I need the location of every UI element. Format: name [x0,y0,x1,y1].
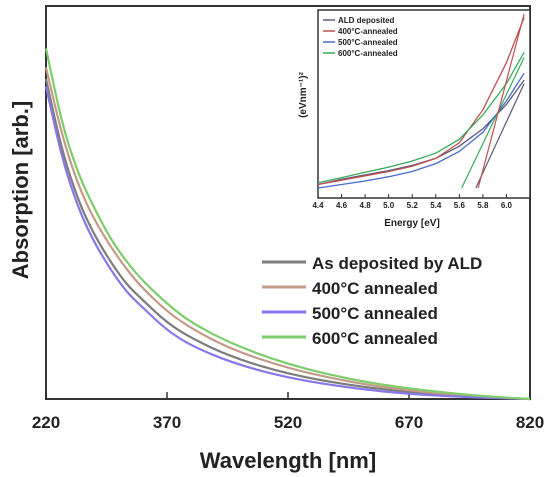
inset-series-group [318,13,525,189]
legend-label-2: 500°C annealed [312,304,438,323]
main-series-line-2 [44,86,531,401]
inset-series-line-2 [318,72,525,189]
main-series-group [44,48,531,401]
inset-x-tick-label: 4.6 [336,201,348,210]
main-x-tick-label: 220 [32,413,60,432]
inset-legend-label-1: 400°C-annealed [338,27,398,36]
main-series-line-1 [44,67,531,401]
main-series-line-0 [44,78,531,401]
inset-x-tick-label: 5.2 [407,201,419,210]
legend-label-1: 400°C annealed [312,279,438,298]
main-x-tick-label: 820 [516,413,544,432]
main-x-tick-label: 370 [153,413,181,432]
inset-legend-label-0: ALD deposited [338,16,395,25]
inset-x-ticks: 4.4 4.6 4.8 5.0 5.2 5.4 5.6 5.8 6.0 [312,194,513,210]
legend-label-0: As deposited by ALD [312,254,482,273]
inset-y-axis-title: (eVnm⁻¹)² [298,71,309,118]
legend-label-3: 600°C annealed [312,329,438,348]
inset-fit-line-1 [475,83,525,189]
inset-x-tick-label: 5.4 [430,201,442,210]
inset-series-line-3 [318,51,525,184]
main-x-ticks: 220 370 520 670 820 [32,392,544,432]
inset-fit-line-0 [461,57,525,189]
inset-legend-label-2: 500°C-annealed [338,38,398,47]
main-series-line-3 [44,48,531,401]
main-x-tick-label: 520 [274,413,302,432]
inset-x-tick-label: 5.0 [383,201,395,210]
main-x-tick-label: 670 [395,413,423,432]
inset-x-tick-label: 5.6 [454,201,466,210]
inset-x-tick-label: 5.8 [477,201,489,210]
inset-x-tick-label: 4.4 [312,201,324,210]
main-x-axis-title: Wavelength [nm] [200,448,376,473]
main-legend: As deposited by ALD 400°C annealed 500°C… [262,254,482,348]
inset-x-tick-label: 6.0 [501,201,513,210]
inset-fit-line-2 [477,13,525,189]
inset-legend: ALD deposited 400°C-annealed 500°C-annea… [323,16,398,58]
inset-legend-label-3: 600°C-annealed [338,49,398,58]
inset-series-line-1 [318,17,525,186]
inset-plot-frame [317,9,531,199]
inset-x-axis-title: Energy [eV] [384,218,440,229]
inset-x-tick-label: 4.8 [360,201,372,210]
main-y-axis-title: Absorption [arb.] [8,101,33,279]
